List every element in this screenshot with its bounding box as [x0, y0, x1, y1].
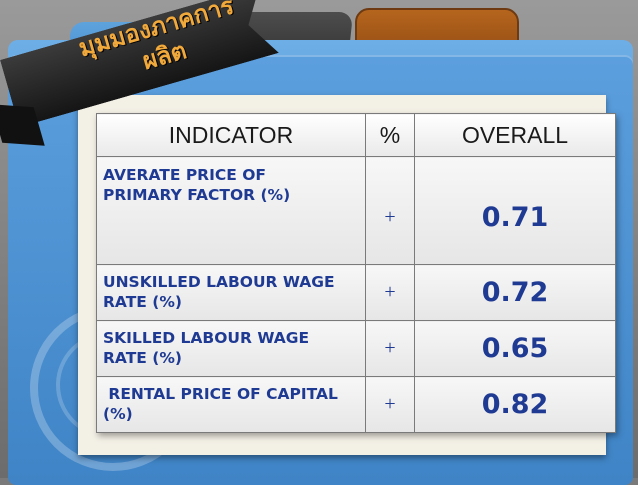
indicator-line: (%) [103, 404, 133, 423]
indicator-line: RATE (%) [103, 292, 182, 311]
indicator-table: INDICATOR % OVERALL AVERATE PRICE OF PRI… [96, 113, 616, 433]
header-percent: % [365, 113, 415, 157]
table-row: AVERATE PRICE OF PRIMARY FACTOR (%) + 0.… [96, 156, 616, 265]
overall-cell: 0.82 [414, 376, 616, 433]
header-indicator: INDICATOR [96, 113, 366, 157]
sign-cell: + [365, 156, 415, 265]
table-row: UNSKILLED LABOUR WAGE RATE (%) + 0.72 [96, 264, 616, 321]
table-header-row: INDICATOR % OVERALL [96, 113, 616, 157]
overall-cell: 0.72 [414, 264, 616, 321]
table-row: RENTAL PRICE OF CAPITAL (%) + 0.82 [96, 376, 616, 433]
indicator-cell: RENTAL PRICE OF CAPITAL (%) [96, 376, 366, 433]
table-row: SKILLED LABOUR WAGE RATE (%) + 0.65 [96, 320, 616, 377]
header-overall: OVERALL [414, 113, 616, 157]
sign-cell: + [365, 320, 415, 377]
indicator-line: RENTAL PRICE OF CAPITAL [103, 384, 338, 403]
indicator-cell: AVERATE PRICE OF PRIMARY FACTOR (%) [96, 156, 366, 265]
indicator-cell: UNSKILLED LABOUR WAGE RATE (%) [96, 264, 366, 321]
overall-cell: 0.65 [414, 320, 616, 377]
overall-cell: 0.71 [414, 156, 616, 265]
indicator-line: RATE (%) [103, 348, 182, 367]
sign-cell: + [365, 264, 415, 321]
indicator-line: SKILLED LABOUR WAGE [103, 328, 310, 347]
indicator-line: AVERATE PRICE OF [103, 166, 266, 184]
indicator-line: UNSKILLED LABOUR WAGE [103, 272, 335, 291]
sign-cell: + [365, 376, 415, 433]
indicator-line: PRIMARY FACTOR (%) [103, 186, 291, 204]
indicator-cell: SKILLED LABOUR WAGE RATE (%) [96, 320, 366, 377]
